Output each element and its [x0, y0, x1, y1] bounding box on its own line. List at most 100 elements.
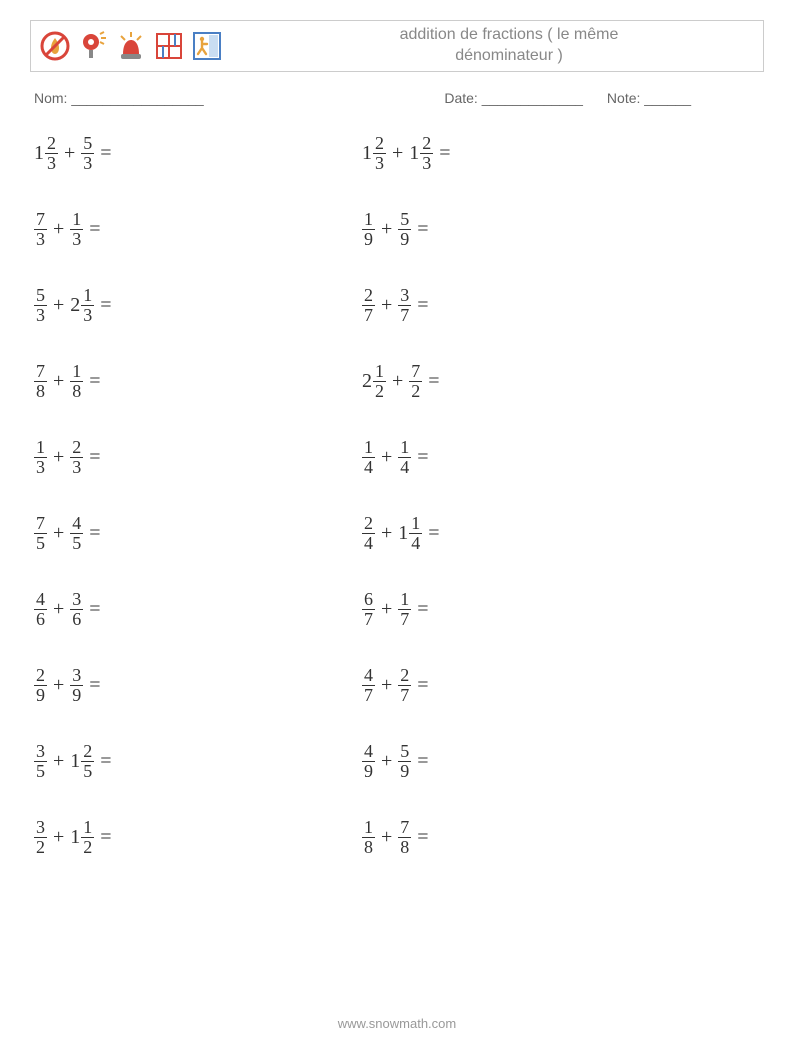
denominator: 6 [70, 609, 83, 629]
numerator: 1 [362, 210, 375, 229]
numerator: 1 [81, 286, 94, 305]
numerator: 7 [398, 818, 411, 837]
equals-sign: = [83, 598, 100, 621]
operator: + [47, 674, 70, 697]
denominator: 5 [81, 761, 94, 781]
problem-row: 123+123= [362, 130, 690, 178]
problem-row: 212+72= [362, 358, 690, 406]
fraction: 14 [409, 514, 422, 553]
header-box: addition de fractions ( le même dénomina… [30, 20, 764, 72]
problem-row: 19+59= [362, 206, 690, 254]
fraction: 29 [34, 666, 47, 705]
numerator: 4 [70, 514, 83, 533]
numerator: 4 [34, 590, 47, 609]
denominator: 2 [34, 837, 47, 857]
operator: + [47, 522, 70, 545]
title-line-2: dénominateur ) [455, 47, 563, 64]
worksheet-title: addition de fractions ( le même dénomina… [223, 25, 755, 67]
numerator: 1 [34, 438, 47, 457]
problem-row: 73+13= [34, 206, 362, 254]
denominator: 4 [409, 533, 422, 553]
numerator: 7 [34, 210, 47, 229]
fraction: 14 [362, 438, 375, 477]
operator: + [375, 826, 398, 849]
numerator: 3 [398, 286, 411, 305]
equals-sign: = [422, 522, 439, 545]
fraction: 25 [81, 742, 94, 781]
denominator: 8 [398, 837, 411, 857]
numerator: 7 [34, 514, 47, 533]
denominator: 3 [420, 153, 433, 173]
problems-column-1: 123+53=73+13=53+213=78+18=13+23=75+45=46… [34, 130, 362, 862]
denominator: 9 [70, 685, 83, 705]
denominator: 8 [34, 381, 47, 401]
numerator: 4 [362, 666, 375, 685]
fraction: 59 [398, 210, 411, 249]
whole-number: 2 [362, 370, 373, 393]
equals-sign: = [94, 750, 111, 773]
equals-sign: = [411, 826, 428, 849]
problem-row: 29+39= [34, 662, 362, 710]
denominator: 6 [34, 609, 47, 629]
whole-number: 1 [362, 142, 373, 165]
denominator: 4 [362, 533, 375, 553]
problem-row: 27+37= [362, 282, 690, 330]
numerator: 1 [81, 818, 94, 837]
fraction: 23 [70, 438, 83, 477]
equals-sign: = [94, 142, 111, 165]
info-line: Nom: _________________ Date: ___________… [30, 90, 764, 106]
denominator: 2 [373, 381, 386, 401]
denominator: 7 [398, 685, 411, 705]
denominator: 2 [409, 381, 422, 401]
denominator: 7 [362, 609, 375, 629]
operator: + [386, 370, 409, 393]
operator: + [375, 674, 398, 697]
floor-plan-icon [153, 30, 185, 62]
problems-column-2: 123+123=19+59=27+37=212+72=14+14=24+114=… [362, 130, 690, 862]
whole-number: 1 [398, 522, 409, 545]
numerator: 4 [362, 742, 375, 761]
problem-row: 14+14= [362, 434, 690, 482]
equals-sign: = [411, 446, 428, 469]
denominator: 4 [398, 457, 411, 477]
operator: + [375, 218, 398, 241]
numerator: 5 [398, 742, 411, 761]
problem-row: 49+59= [362, 738, 690, 786]
numerator: 1 [409, 514, 422, 533]
fraction: 53 [34, 286, 47, 325]
alarm-icon [115, 30, 147, 62]
fraction: 35 [34, 742, 47, 781]
fraction: 18 [362, 818, 375, 857]
fraction: 46 [34, 590, 47, 629]
fraction: 75 [34, 514, 47, 553]
problem-row: 13+23= [34, 434, 362, 482]
denominator: 3 [45, 153, 58, 173]
denominator: 9 [34, 685, 47, 705]
numerator: 3 [34, 742, 47, 761]
fraction: 45 [70, 514, 83, 553]
numerator: 3 [70, 590, 83, 609]
denominator: 3 [34, 305, 47, 325]
numerator: 5 [398, 210, 411, 229]
no-fire-icon [39, 30, 71, 62]
numerator: 7 [34, 362, 47, 381]
equals-sign: = [83, 218, 100, 241]
denominator: 3 [70, 229, 83, 249]
denominator: 5 [34, 533, 47, 553]
numerator: 2 [362, 286, 375, 305]
denominator: 3 [373, 153, 386, 173]
operator: + [47, 826, 70, 849]
numerator: 2 [398, 666, 411, 685]
denominator: 3 [81, 153, 94, 173]
operator: + [58, 142, 81, 165]
equals-sign: = [411, 598, 428, 621]
numerator: 2 [373, 134, 386, 153]
equals-sign: = [83, 522, 100, 545]
problem-row: 75+45= [34, 510, 362, 558]
fraction: 23 [420, 134, 433, 173]
fraction: 67 [362, 590, 375, 629]
fraction: 23 [373, 134, 386, 173]
problem-row: 46+36= [34, 586, 362, 634]
fraction: 39 [70, 666, 83, 705]
fraction: 37 [398, 286, 411, 325]
